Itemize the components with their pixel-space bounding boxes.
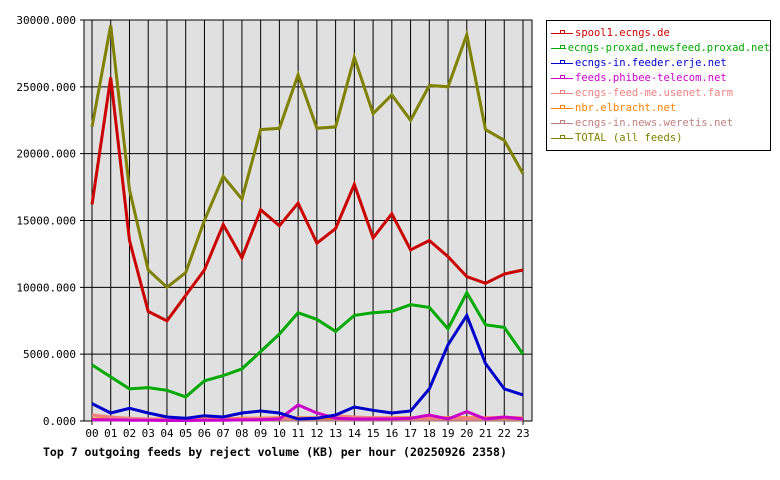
- x-tick-label: 21: [479, 427, 492, 440]
- legend-line-icon: [551, 74, 573, 82]
- legend-line-icon: [551, 44, 566, 52]
- x-tick-label: 15: [366, 427, 379, 440]
- y-tick-label: 20000.000: [16, 148, 76, 161]
- legend-label: ecngs-in.feeder.erje.net: [575, 56, 727, 69]
- legend-line-icon: [551, 134, 573, 142]
- y-tick-label: 30000.000: [16, 14, 76, 27]
- x-tick-label: 12: [310, 427, 323, 440]
- legend-label: ecngs-in.news.weretis.net: [575, 116, 734, 129]
- series-line: [91, 289, 525, 399]
- series-line: [90, 25, 525, 290]
- x-tick-label: 09: [254, 427, 267, 440]
- legend-line-icon: [551, 104, 573, 112]
- legend-item: spool1.ecngs.de: [551, 25, 770, 40]
- legend-line-icon: [551, 119, 573, 127]
- x-tick-label: 00: [85, 427, 98, 440]
- x-tick-label: 23: [516, 427, 529, 440]
- chart-title: Top 7 outgoing feeds by reject volume (K…: [43, 445, 507, 459]
- x-tick-label: 04: [160, 427, 174, 440]
- legend: spool1.ecngs.de ecngs-proxad.newsfeed.pro…: [546, 20, 771, 151]
- x-tick-label: 08: [235, 427, 248, 440]
- series-line: [90, 77, 524, 323]
- x-tick-label: 22: [498, 427, 511, 440]
- y-tick-label: 0.000: [43, 415, 76, 428]
- legend-item: ecngs-in.feeder.erje.net: [551, 55, 770, 70]
- legend-label: TOTAL (all feeds): [575, 131, 683, 144]
- x-tick-label: 14: [348, 427, 362, 440]
- x-tick-label: 19: [441, 427, 454, 440]
- x-tick-label: 07: [217, 427, 230, 440]
- y-tick-label: 25000.000: [16, 81, 76, 94]
- x-tick-label: 17: [404, 427, 417, 440]
- x-tick-label: 20: [460, 427, 473, 440]
- legend-label: nbr.elbracht.net: [575, 101, 677, 114]
- y-axis: 0.000 5000.000 10000.000 15000.000 20000.000…: [16, 14, 76, 428]
- x-axis: 00 01 02 03 04 05 06 07 08 09 10 11 12 13 14 15 16 17 18 19…: [85, 427, 529, 440]
- y-tick-label: 15000.000: [16, 215, 76, 228]
- x-tick-label: 10: [273, 427, 286, 440]
- series-line: [91, 312, 524, 421]
- x-tick-label: 05: [179, 427, 192, 440]
- legend-label: ecngs-feed-me.usenet.farm: [575, 86, 734, 99]
- legend-label: ecngs-proxad.newsfeed.proxad.net: [567, 41, 770, 54]
- legend-item: feeds.phibee-telecom.net: [551, 70, 770, 85]
- legend-line-icon: [551, 59, 573, 67]
- x-tick-label: 13: [329, 427, 342, 440]
- x-tick-label: 01: [104, 427, 117, 440]
- legend-item: ecngs-in.news.weretis.net: [551, 115, 770, 130]
- series-line: [91, 403, 524, 422]
- legend-item: nbr.elbracht.net: [551, 100, 770, 115]
- series-lines: [90, 25, 525, 422]
- legend-label: spool1.ecngs.de: [575, 26, 670, 39]
- x-tick-label: 18: [423, 427, 436, 440]
- y-tick-label: 10000.000: [16, 281, 76, 294]
- y-tick-label: 5000.000: [23, 348, 76, 361]
- legend-label: feeds.phibee-telecom.net: [575, 71, 727, 84]
- x-tick-label: 16: [385, 427, 398, 440]
- legend-item: ecngs-proxad.newsfeed.proxad.net: [551, 40, 770, 55]
- x-tick-label: 02: [123, 427, 136, 440]
- legend-line-icon: [551, 89, 573, 97]
- legend-line-icon: [551, 29, 573, 37]
- legend-item: TOTAL (all feeds): [551, 130, 770, 145]
- x-tick-label: 11: [292, 427, 305, 440]
- legend-item: ecngs-feed-me.usenet.farm: [551, 85, 770, 100]
- x-tick-label: 03: [142, 427, 155, 440]
- x-tick-label: 06: [198, 427, 211, 440]
